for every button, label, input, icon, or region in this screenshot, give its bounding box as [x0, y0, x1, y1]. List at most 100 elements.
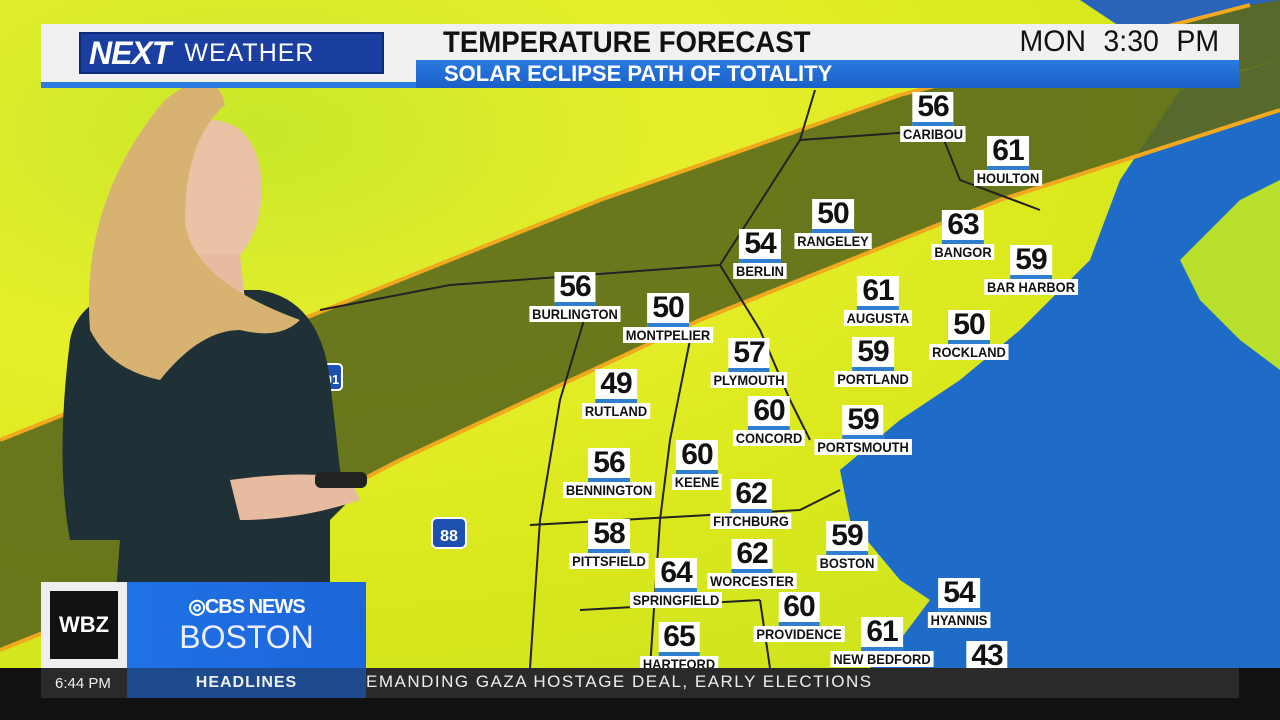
city-marker: 63 BANGOR [929, 210, 997, 260]
city-name: HARTFORD [640, 656, 718, 668]
city-marker: 59 PORTSMOUTH [810, 405, 916, 455]
city-temperature: 62 [731, 539, 773, 573]
city-marker: 50 MONTPELIER [619, 293, 717, 343]
next-weather-logo: NEXT WEATHER [79, 32, 384, 74]
city-name: HYANNIS [927, 612, 991, 628]
city-name: PROVIDENCE [753, 626, 845, 642]
city-temperature: 50 [647, 293, 689, 327]
city-marker: 50 RANGELEY [791, 199, 875, 249]
city-temperature: 61 [857, 276, 899, 310]
city-temperature: 57 [728, 338, 770, 372]
city-name: BERLIN [733, 263, 787, 279]
forecast-time: MON 3:30 PM [1019, 25, 1219, 59]
city-name: AUGUSTA [843, 310, 913, 326]
city-temperature: 62 [730, 479, 772, 513]
city-temperature: 59 [842, 405, 884, 439]
forecast-day: MON [1019, 25, 1086, 58]
city-name: BENNINGTON [563, 482, 655, 498]
logo-weather: WEATHER [184, 38, 315, 67]
city-marker: 62 FITCHBURG [707, 479, 795, 529]
city-temperature: 60 [778, 592, 820, 626]
highway-marker-88: 88 [431, 517, 467, 549]
city-temperature: 61 [987, 136, 1029, 170]
call-sign: WBZ [50, 591, 118, 659]
cbs-eye-icon-network: ◎CBS NEWS [188, 596, 305, 618]
city-temperature: 60 [748, 396, 790, 430]
city-temperature: 59 [852, 337, 894, 371]
city-name: HOULTON [973, 170, 1043, 186]
city-name: RANGELEY [794, 233, 872, 249]
city-marker: 61 NEW BEDFORD [826, 617, 938, 667]
city-temperature: 65 [658, 622, 700, 656]
city-name: PLYMOUTH [710, 372, 788, 388]
city-name: BANGOR [931, 244, 995, 260]
city-marker: 58 PITTSFIELD [566, 519, 652, 569]
city-temperature: 56 [912, 92, 954, 126]
city-marker: 49 RUTLAND [579, 369, 653, 419]
presenter [62, 81, 367, 668]
city-marker: 59 PORTLAND [831, 337, 915, 387]
ticker-clock: 6:44 PM [55, 675, 111, 692]
city-name: SPRINGFIELD [629, 592, 723, 608]
city-temperature: 54 [938, 578, 980, 612]
ticker-section: HEADLINES [127, 668, 366, 698]
city-marker: 64 SPRINGFIELD [626, 558, 726, 608]
city-name: ROCKLAND [929, 344, 1009, 360]
city-temperature: 56 [554, 272, 596, 306]
header-accent-line [41, 82, 416, 88]
city-name: KEENE [672, 474, 722, 490]
news-ticker: 6:44 PM HEADLINES EMANDING GAZA HOSTAGE … [41, 668, 1239, 698]
city-temperature: 50 [948, 310, 990, 344]
header-bar: NEXT WEATHER TEMPERATURE FORECAST MON 3:… [41, 24, 1239, 88]
city-marker: 54 BERLIN [731, 229, 789, 279]
ocean [840, 60, 1280, 668]
city-temperature: 50 [812, 199, 854, 233]
city-marker: 43 [966, 641, 1008, 668]
city-name: PORTLAND [834, 371, 912, 387]
city-marker: 50 ROCKLAND [926, 310, 1012, 360]
city-marker: 59 BAR HARBOR [980, 245, 1082, 295]
city-name: PORTSMOUTH [814, 439, 912, 455]
city-name: RUTLAND [582, 403, 650, 419]
city-marker: 60 CONCORD [730, 396, 808, 446]
city-temperature: 59 [826, 521, 868, 555]
city-temperature: 58 [588, 519, 630, 553]
clicker-remote [315, 472, 367, 488]
logo-next: NEXT [89, 34, 171, 71]
city-marker: 65 HARTFORD [637, 622, 722, 668]
city-marker: 56 CARIBOU [897, 92, 968, 142]
city-name: BAR HARBOR [984, 279, 1078, 295]
city-temperature: 56 [588, 448, 630, 482]
city-name: BOSTON [816, 555, 878, 571]
city-name: FITCHBURG [710, 513, 792, 529]
city-marker: 61 HOULTON [971, 136, 1045, 186]
city-name: CONCORD [732, 430, 806, 446]
svg-text:88: 88 [440, 528, 458, 545]
city-name: CARIBOU [900, 126, 966, 142]
city-temperature: 61 [861, 617, 903, 651]
city-temperature: 64 [655, 558, 697, 592]
city-name: NEW BEDFORD [830, 651, 934, 667]
ticker-text: EMANDING GAZA HOSTAGE DEAL, EARLY ELECTI… [366, 672, 873, 691]
city-name: MONTPELIER [623, 327, 713, 343]
station-logo: WBZ [41, 582, 127, 668]
city-marker: 54 HYANNIS [925, 578, 993, 628]
network-bug: ◎CBS NEWS BOSTON [127, 582, 366, 668]
city-marker: 62 WORCESTER [704, 539, 801, 589]
city-marker: 61 AUGUSTA [841, 276, 915, 326]
city-marker: 59 BOSTON [814, 521, 880, 571]
city-temperature: 54 [739, 229, 781, 263]
city-marker: 60 PROVIDENCE [750, 592, 849, 642]
network-city: BOSTON [179, 619, 314, 655]
land-nova-scotia [1180, 180, 1280, 370]
city-temperature: 63 [942, 210, 984, 244]
forecast-clock: 3:30 PM [1103, 25, 1219, 58]
city-marker: 56 BURLINGTON [525, 272, 624, 322]
city-name: WORCESTER [707, 573, 797, 589]
graphic-title: TEMPERATURE FORECAST [443, 26, 811, 59]
city-name: BURLINGTON [529, 306, 621, 322]
city-temperature: 49 [595, 369, 637, 403]
city-marker: 56 BENNINGTON [559, 448, 659, 498]
city-marker: 57 PLYMOUTH [707, 338, 790, 388]
city-marker: 60 KEENE [670, 440, 724, 490]
